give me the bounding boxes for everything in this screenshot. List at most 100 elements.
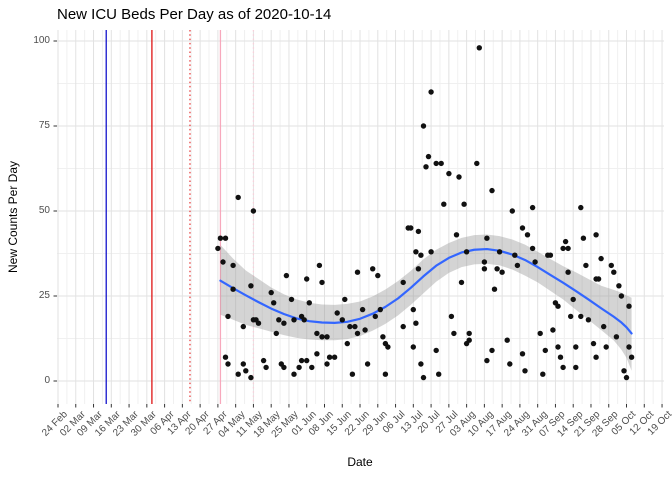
data-point (220, 259, 226, 265)
data-point (420, 374, 427, 381)
data-point (400, 323, 406, 330)
data-point (342, 296, 348, 303)
data-point (453, 232, 460, 238)
data-point (418, 252, 424, 258)
data-point (243, 368, 249, 374)
data-point (616, 283, 622, 289)
data-point (235, 371, 241, 377)
data-point (433, 347, 439, 354)
data-point (499, 269, 505, 275)
data-point (400, 279, 406, 286)
data-point (413, 249, 419, 255)
data-point (415, 228, 422, 235)
data-point (560, 364, 566, 371)
data-point (420, 123, 427, 129)
data-point (578, 313, 584, 320)
data-point (359, 306, 366, 313)
data-point (557, 354, 564, 360)
data-point (271, 300, 277, 306)
data-point (215, 245, 221, 252)
data-point (496, 249, 503, 255)
data-point (296, 364, 302, 371)
data-point (438, 160, 444, 167)
data-point (334, 310, 340, 316)
data-point (263, 364, 269, 371)
data-point (448, 313, 455, 320)
data-point (608, 262, 614, 269)
data-point (532, 259, 538, 265)
data-point (410, 344, 416, 350)
data-point (314, 351, 320, 357)
data-point (260, 357, 267, 364)
data-point (291, 317, 297, 323)
data-point (585, 317, 592, 323)
data-point (476, 45, 482, 51)
data-point (568, 313, 574, 320)
data-point (484, 235, 490, 241)
data-point (441, 201, 447, 207)
data-point (590, 340, 597, 347)
data-point (370, 266, 376, 272)
data-point (481, 266, 488, 272)
data-point (377, 306, 383, 313)
data-point (507, 361, 513, 367)
data-point (364, 361, 371, 367)
confidence-band (220, 234, 632, 371)
data-point (217, 235, 224, 241)
data-point (410, 306, 416, 313)
data-point (573, 364, 579, 371)
data-point (565, 269, 571, 275)
data-point (225, 313, 231, 320)
data-point (595, 276, 602, 282)
data-point (298, 357, 305, 364)
data-point (281, 364, 287, 371)
data-point (250, 208, 257, 214)
data-point (555, 344, 561, 350)
data-point (273, 330, 279, 337)
data-point (428, 249, 434, 255)
data-point (601, 323, 607, 330)
data-point (304, 276, 310, 282)
data-point (418, 361, 424, 367)
data-point (537, 330, 543, 337)
data-point (458, 279, 465, 286)
data-point (344, 340, 350, 347)
data-point (628, 354, 635, 360)
data-point (451, 330, 457, 337)
data-point (385, 344, 391, 350)
data-point (349, 371, 356, 377)
data-point (491, 286, 498, 292)
data-point (542, 347, 548, 354)
data-point (306, 300, 312, 306)
data-point (583, 262, 589, 269)
data-point (436, 371, 442, 377)
data-point (331, 354, 338, 360)
data-point (413, 320, 419, 326)
data-point (484, 357, 490, 364)
data-point (339, 317, 345, 323)
data-point (380, 334, 386, 340)
data-point (314, 330, 320, 337)
scatter-points (215, 45, 635, 381)
data-point (519, 225, 526, 231)
data-point (509, 208, 515, 214)
data-point (461, 201, 467, 207)
data-point (593, 354, 599, 360)
data-point (524, 232, 531, 238)
data-point (309, 364, 315, 371)
axis-tick-marks (53, 40, 663, 408)
data-point (547, 252, 554, 258)
data-point (489, 347, 495, 354)
data-point (319, 279, 325, 286)
data-point (235, 194, 241, 201)
data-point (578, 204, 584, 211)
data-point (301, 317, 307, 323)
data-point (565, 245, 571, 252)
gridlines-minor (57, 30, 664, 404)
data-point (514, 262, 521, 269)
data-point (423, 164, 429, 170)
data-point (481, 259, 488, 265)
data-point (316, 262, 323, 269)
data-point (240, 323, 246, 330)
